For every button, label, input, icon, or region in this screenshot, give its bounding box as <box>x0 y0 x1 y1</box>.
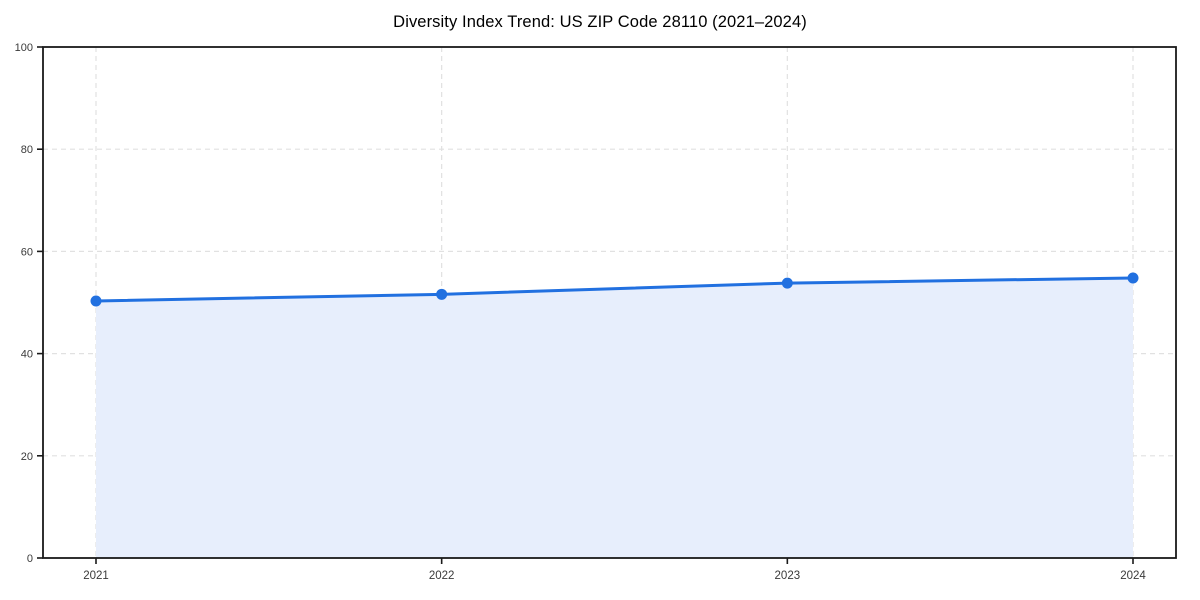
x-tick-label: 2024 <box>1120 570 1146 582</box>
y-tick-label: 100 <box>15 42 33 54</box>
x-tick-label: 2021 <box>83 570 109 582</box>
x-tick-label: 2022 <box>429 570 455 582</box>
y-tick-label: 60 <box>21 246 33 258</box>
chart-title: Diversity Index Trend: US ZIP Code 28110… <box>393 13 807 31</box>
data-point <box>1127 272 1139 284</box>
y-tick-label: 0 <box>27 553 33 565</box>
area-fill <box>96 277 1133 558</box>
data-point <box>781 277 793 289</box>
y-tick-label: 80 <box>21 144 33 156</box>
data-point <box>90 295 102 307</box>
y-tick-label: 20 <box>21 451 33 463</box>
x-tick-label: 2023 <box>775 570 801 582</box>
trend-line <box>94 276 1135 303</box>
data-point <box>436 288 448 300</box>
y-tick-label: 40 <box>21 349 33 361</box>
plot-border <box>42 46 1177 559</box>
